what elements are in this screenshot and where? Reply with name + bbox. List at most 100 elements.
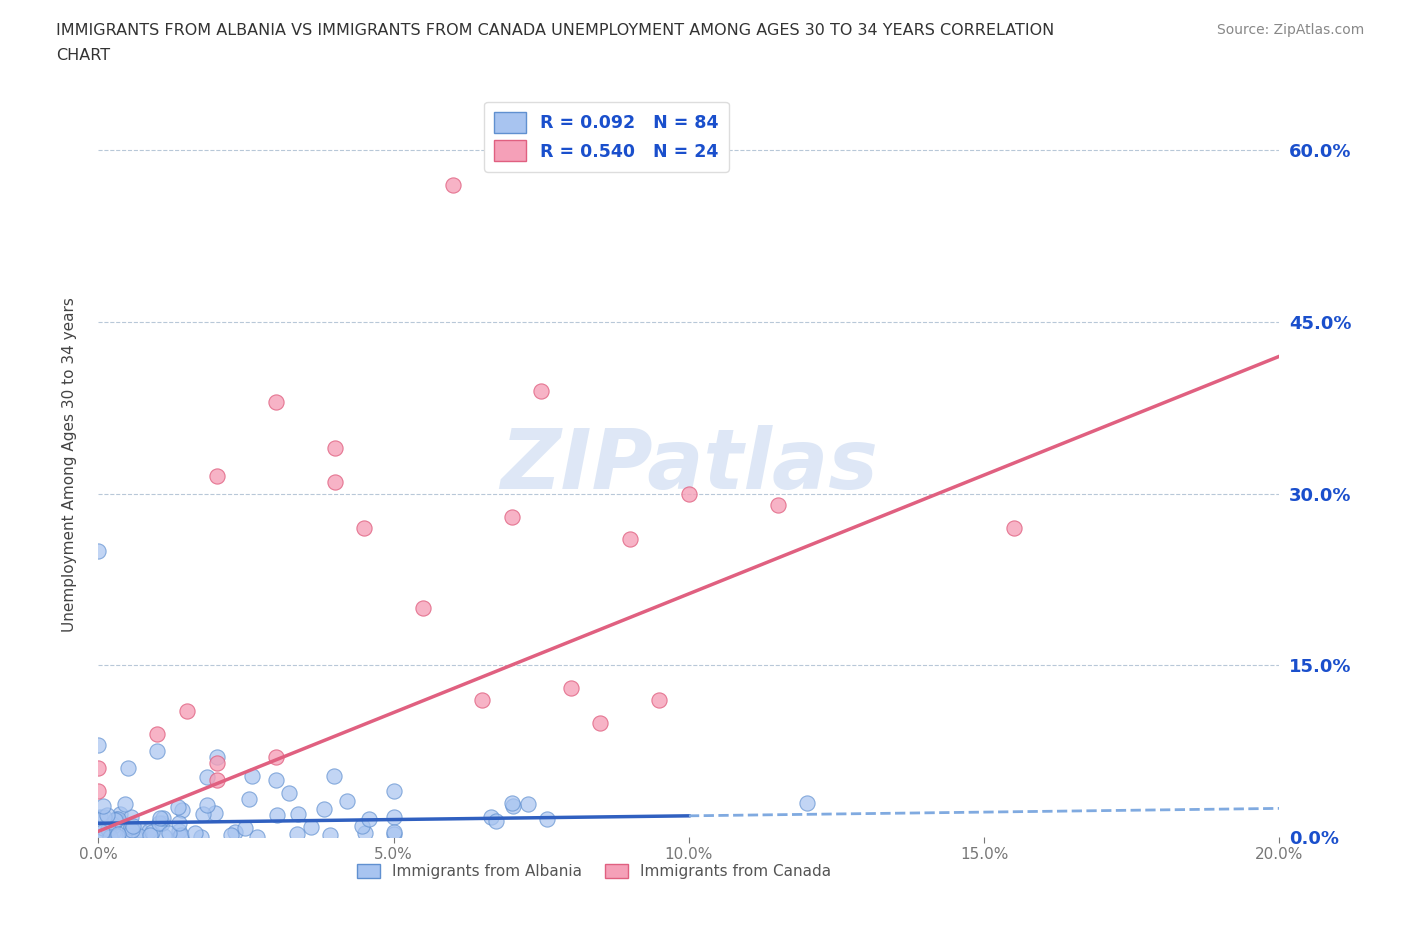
Point (678, 486, 700, 501)
Point (183, 826, 205, 841)
Point (104, 813, 127, 828)
Point (105, 829, 128, 844)
Point (105, 813, 128, 828)
Point (141, 824, 163, 839)
Point (619, 532, 641, 547)
Point (382, 825, 405, 840)
Legend: Immigrants from Albania, Immigrants from Canada: Immigrants from Albania, Immigrants from… (352, 857, 838, 885)
Point (195, 798, 218, 813)
Point (103, 825, 125, 840)
Point (118, 824, 141, 839)
Point (336, 793, 359, 808)
Point (264, 772, 287, 787)
Point (205, 469, 228, 484)
Point (501, 795, 523, 810)
Point (87, 738, 110, 753)
Point (441, 177, 464, 192)
Point (197, 770, 219, 785)
Text: IMMIGRANTS FROM ALBANIA VS IMMIGRANTS FROM CANADA UNEMPLOYMENT AMONG AGES 30 TO : IMMIGRANTS FROM ALBANIA VS IMMIGRANTS FR… (56, 23, 1054, 38)
Point (648, 692, 671, 707)
Point (285, 827, 308, 842)
Point (191, 806, 214, 821)
Point (299, 820, 322, 835)
Point (502, 798, 524, 813)
Point (484, 814, 506, 829)
Point (148, 816, 170, 830)
Point (264, 750, 287, 764)
Point (530, 383, 553, 398)
Point (323, 441, 346, 456)
Point (120, 819, 142, 834)
Point (219, 827, 242, 842)
Point (354, 825, 377, 840)
Point (205, 755, 228, 770)
Point (146, 744, 169, 759)
Point (287, 807, 309, 822)
Point (323, 474, 346, 489)
Point (96, 822, 118, 837)
Point (479, 809, 502, 824)
Point (350, 818, 373, 833)
Point (170, 828, 193, 843)
Point (87, 784, 110, 799)
Point (205, 772, 228, 787)
Point (471, 692, 494, 707)
Point (149, 811, 172, 826)
Text: ZIPatlas: ZIPatlas (501, 424, 877, 506)
Point (128, 829, 150, 844)
Point (353, 521, 375, 536)
Point (560, 681, 582, 696)
Point (100, 817, 122, 831)
Point (1002, 521, 1025, 536)
Point (114, 797, 136, 812)
Point (107, 827, 129, 842)
Point (589, 715, 612, 730)
Point (169, 829, 191, 844)
Point (238, 791, 260, 806)
Point (412, 601, 434, 616)
Point (129, 823, 152, 838)
Point (190, 830, 212, 844)
Point (105, 812, 128, 827)
Point (169, 823, 191, 838)
Point (108, 806, 131, 821)
Point (87, 761, 110, 776)
Point (382, 827, 405, 842)
Point (118, 828, 141, 843)
Point (89, 809, 111, 824)
Point (150, 816, 173, 830)
Point (139, 828, 162, 843)
Point (93, 810, 115, 825)
Point (501, 509, 523, 524)
Point (246, 830, 269, 844)
Point (382, 809, 405, 824)
Point (382, 784, 405, 799)
Point (153, 829, 176, 844)
Point (323, 769, 346, 784)
Point (138, 823, 160, 838)
Point (357, 812, 380, 827)
Point (233, 820, 256, 835)
Point (266, 807, 288, 822)
Point (120, 809, 142, 824)
Point (117, 761, 139, 776)
Y-axis label: Unemployment Among Ages 30 to 34 years: Unemployment Among Ages 30 to 34 years (62, 298, 77, 632)
Point (264, 394, 287, 409)
Point (240, 768, 263, 783)
Point (87, 543, 110, 558)
Point (277, 785, 299, 800)
Point (98, 830, 121, 844)
Point (90, 824, 112, 839)
Point (204, 805, 226, 820)
Point (93, 828, 115, 843)
Point (224, 824, 246, 839)
Point (167, 816, 190, 830)
Point (167, 800, 190, 815)
Point (96, 807, 118, 822)
Point (152, 810, 174, 825)
Point (536, 812, 558, 827)
Text: Source: ZipAtlas.com: Source: ZipAtlas.com (1216, 23, 1364, 37)
Point (205, 750, 228, 764)
Point (107, 812, 129, 827)
Point (314, 802, 336, 817)
